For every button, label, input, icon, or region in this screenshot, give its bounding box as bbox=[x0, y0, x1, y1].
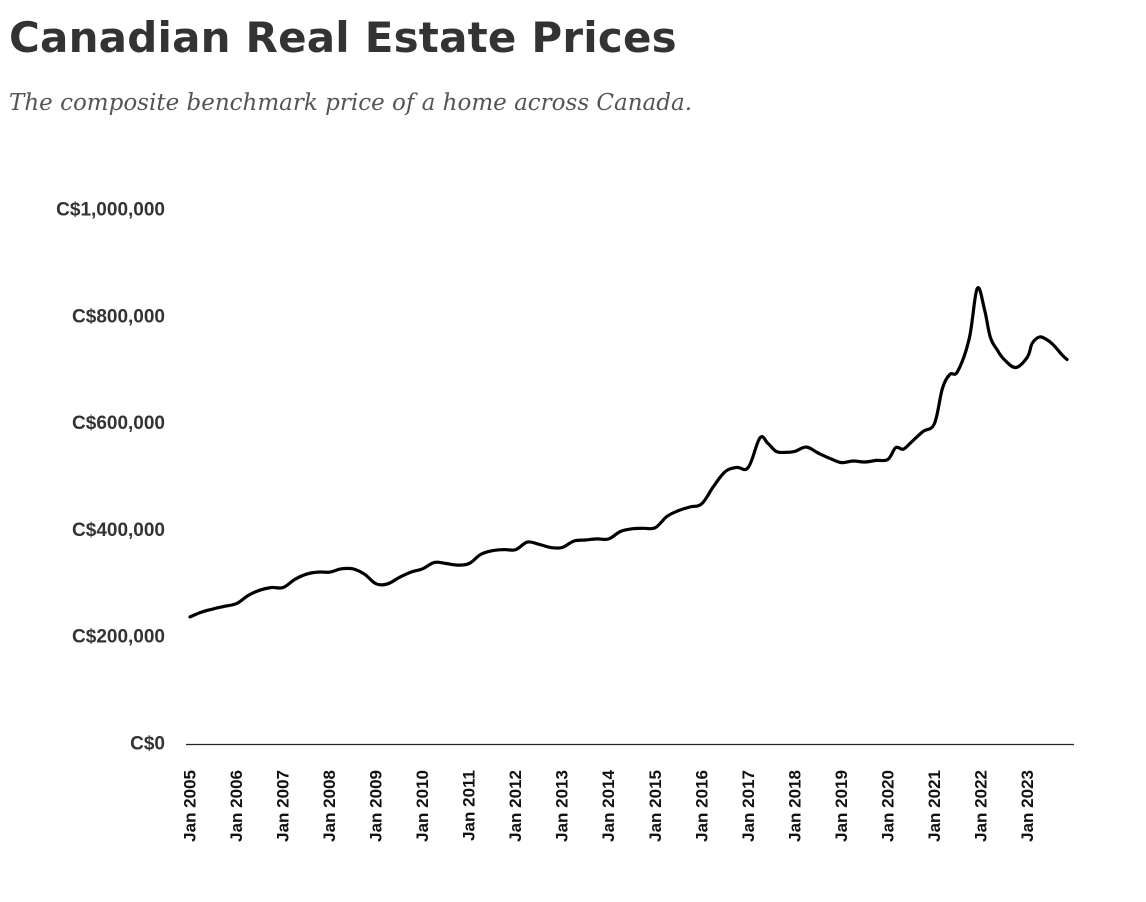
x-tick-label: Jan 2019 bbox=[832, 770, 851, 842]
y-tick-label: C$600,000 bbox=[72, 413, 165, 434]
x-tick-label: Jan 2009 bbox=[367, 770, 386, 842]
x-tick-label: Jan 2010 bbox=[413, 770, 432, 842]
chart-subtitle: The composite benchmark price of a home … bbox=[9, 90, 693, 116]
x-tick-label: Jan 2022 bbox=[971, 770, 990, 842]
x-tick-label: Jan 2020 bbox=[878, 770, 897, 842]
x-tick-label: Jan 2008 bbox=[320, 770, 339, 842]
chart-title: Canadian Real Estate Prices bbox=[9, 13, 677, 62]
x-tick-label: Jan 2018 bbox=[785, 770, 804, 842]
x-tick-label: Jan 2023 bbox=[1018, 770, 1037, 842]
x-tick-label: Jan 2017 bbox=[739, 770, 758, 842]
x-tick-label: Jan 2013 bbox=[553, 770, 572, 842]
series-group bbox=[188, 286, 1069, 619]
x-tick-label: Jan 2005 bbox=[181, 770, 200, 842]
x-tick-label: Jan 2016 bbox=[692, 770, 711, 842]
y-tick-label: C$800,000 bbox=[72, 306, 165, 327]
y-tick-label: C$400,000 bbox=[72, 520, 165, 541]
x-tick-label: Jan 2021 bbox=[925, 770, 944, 842]
x-axis-labels: Jan 2005 Jan 2006 Jan 2007 Jan 2008 Jan 2009… bbox=[181, 769, 1037, 841]
x-tick-label: Jan 2006 bbox=[227, 770, 246, 842]
y-axis-labels: C$0 C$200,000 C$400,000 C$600,000 C$800,000 C… bbox=[56, 200, 165, 755]
y-tick-label: C$200,000 bbox=[72, 627, 165, 648]
x-tick-label: Jan 2007 bbox=[274, 770, 293, 842]
y-tick-label: C$0 bbox=[130, 734, 165, 755]
x-tick-label: Jan 2015 bbox=[646, 770, 665, 842]
x-tick-label: Jan 2011 bbox=[460, 770, 479, 841]
y-tick-label: C$1,000,000 bbox=[56, 200, 165, 221]
x-tick-label: Jan 2012 bbox=[506, 770, 525, 842]
x-tick-label: Jan 2014 bbox=[599, 769, 618, 841]
series-line bbox=[188, 286, 1069, 619]
